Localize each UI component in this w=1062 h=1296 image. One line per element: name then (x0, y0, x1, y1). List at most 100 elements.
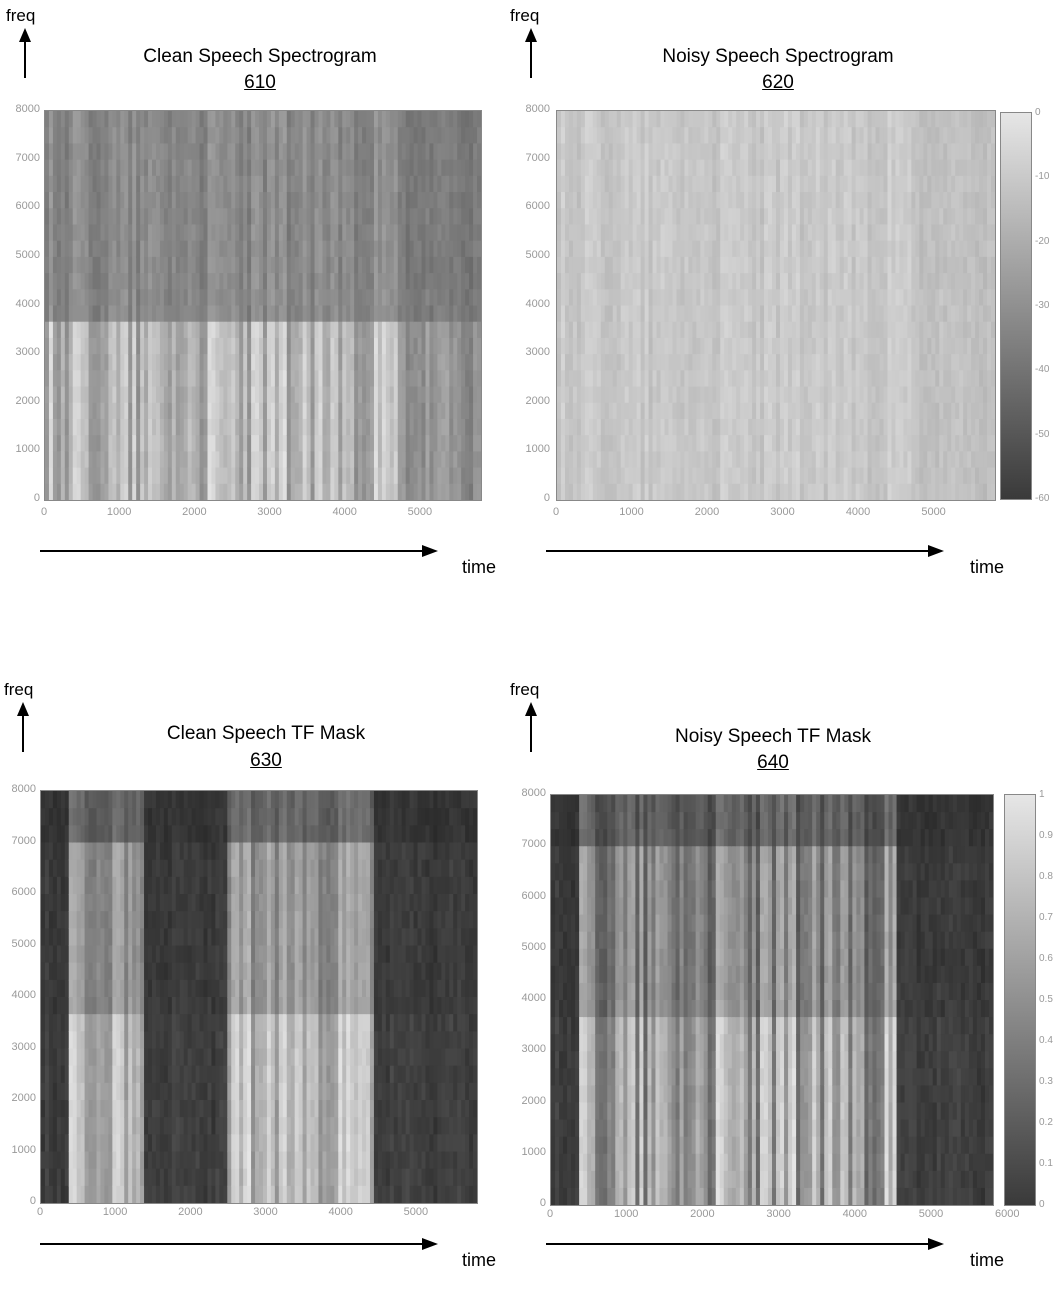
heatmap-cell (116, 289, 121, 306)
heatmap-cell (565, 468, 570, 485)
heatmap-cell (680, 143, 685, 160)
heatmap-cell (668, 111, 673, 128)
heatmap-cell (657, 403, 662, 420)
heatmap-cell (880, 387, 885, 404)
heatmap-cell (116, 111, 121, 128)
heatmap-cell (168, 387, 173, 404)
heatmap-cell (263, 160, 268, 177)
heatmap-cell (792, 160, 797, 177)
heatmap-cell (311, 208, 316, 225)
heatmap-cell (824, 322, 829, 339)
heatmap-cell (740, 111, 745, 128)
heatmap-cell (132, 338, 137, 355)
heatmap-cell (915, 468, 920, 485)
heatmap-cell (876, 435, 881, 452)
heatmap-cell (700, 354, 705, 371)
heatmap-cell (445, 224, 450, 241)
heatmap-cell (760, 435, 765, 452)
heatmap-cell (923, 127, 928, 144)
heatmap-cell (617, 257, 622, 274)
heatmap-cell (441, 208, 446, 225)
heatmap-cell (915, 370, 920, 387)
heatmap-cell (653, 354, 658, 371)
heatmap-cell (613, 435, 618, 452)
heatmap-cell (188, 289, 193, 306)
heatmap-cell (569, 468, 574, 485)
heatmap-cell (326, 435, 331, 452)
heatmap-cell (342, 273, 347, 290)
heatmap-cell (469, 160, 474, 177)
heatmap-cell (188, 160, 193, 177)
heatmap-cell (81, 241, 86, 258)
heatmap-cell (812, 370, 817, 387)
heatmap-cell (342, 111, 347, 128)
heatmap-cell (429, 160, 434, 177)
heatmap-cell (433, 176, 438, 193)
heatmap-cell (641, 111, 646, 128)
heatmap-cell (231, 435, 236, 452)
heatmap-cell (279, 192, 284, 209)
heatmap-cell (593, 468, 598, 485)
heatmap-cell (255, 435, 260, 452)
heatmap-cell (219, 387, 224, 404)
heatmap-cell (219, 468, 224, 485)
heatmap-cell (784, 160, 789, 177)
heatmap-cell (382, 419, 387, 436)
heatmap-cell (402, 322, 407, 339)
heatmap-cell (836, 257, 841, 274)
heatmap-cell (804, 435, 809, 452)
heatmap-cell (108, 208, 113, 225)
heatmap-cell (589, 322, 594, 339)
heatmap-cell (180, 143, 185, 160)
heatmap-cell (73, 403, 78, 420)
heatmap-cell (629, 484, 634, 500)
heatmap-cell (326, 370, 331, 387)
heatmap-cell (144, 241, 149, 258)
heatmap-cell (569, 257, 574, 274)
heatmap-cell (382, 273, 387, 290)
heatmap-cell (303, 484, 308, 500)
heatmap-cell (469, 403, 474, 420)
heatmap-cell (891, 224, 896, 241)
heatmap-cell (565, 273, 570, 290)
heatmap-cell (649, 257, 654, 274)
heatmap-cell (796, 468, 801, 485)
heatmap-cell (104, 354, 109, 371)
heatmap-cell (903, 224, 908, 241)
heatmap-cell (605, 257, 610, 274)
heatmap-cell (692, 419, 697, 436)
heatmap-cell (120, 224, 125, 241)
heatmap-cell (53, 354, 58, 371)
heatmap-cell (864, 143, 869, 160)
heatmap-cell (923, 435, 928, 452)
heatmap-cell (307, 160, 312, 177)
heatmap-cell (931, 192, 936, 209)
heatmap-cell (429, 435, 434, 452)
heatmap-cell (196, 403, 201, 420)
heatmap-cell (104, 208, 109, 225)
heatmap-cell (589, 387, 594, 404)
heatmap-cell (251, 354, 256, 371)
heatmap-cell (848, 160, 853, 177)
heatmap-cell (465, 143, 470, 160)
heatmap-cell (605, 484, 610, 500)
heatmap-cell (211, 370, 216, 387)
heatmap-cell (764, 127, 769, 144)
heatmap-cell (848, 289, 853, 306)
heatmap-cell (856, 160, 861, 177)
heatmap-cell (61, 241, 66, 258)
heatmap-cell (144, 451, 149, 468)
heatmap-cell (621, 241, 626, 258)
heatmap-cell (680, 192, 685, 209)
heatmap-cell (465, 176, 470, 193)
heatmap-cell (311, 241, 316, 258)
heatmap-cell (350, 111, 355, 128)
heatmap-cell (589, 273, 594, 290)
heatmap-cell (716, 435, 721, 452)
heatmap-cell (661, 208, 666, 225)
heatmap-cell (271, 451, 276, 468)
heatmap-cell (398, 451, 403, 468)
heatmap-cell (231, 241, 236, 258)
heatmap-cell (295, 224, 300, 241)
heatmap-cell (903, 289, 908, 306)
